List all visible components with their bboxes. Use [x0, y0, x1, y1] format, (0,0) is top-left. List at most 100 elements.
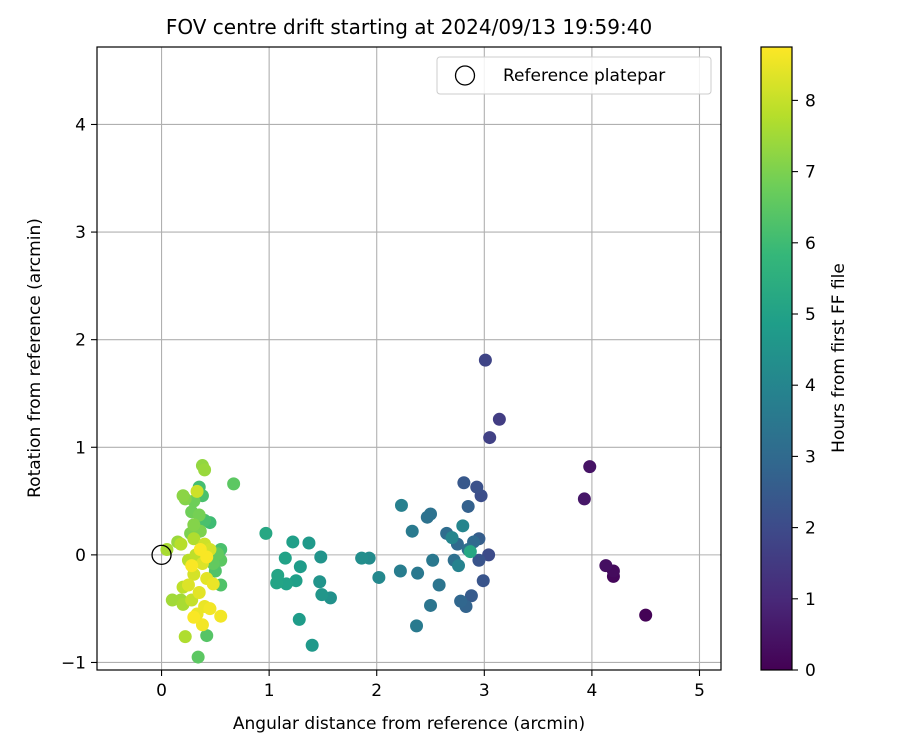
colorbar-tick-label: 3 [805, 447, 816, 467]
y-tick-label: 4 [75, 115, 86, 135]
colorbar-tick-label: 6 [805, 234, 816, 254]
x-tick-label: 3 [479, 681, 490, 701]
reference-platepar-marker [151, 544, 172, 566]
data-point [483, 431, 497, 445]
legend-marker-open-circle [454, 65, 476, 86]
x-tick-label: 4 [586, 681, 597, 701]
data-point [192, 586, 206, 600]
data-point [445, 531, 459, 545]
legend-label: Reference platepar [503, 66, 665, 86]
data-point [457, 476, 471, 490]
data-point [185, 559, 199, 573]
data-point [305, 638, 319, 652]
data-point [577, 492, 591, 506]
data-point [214, 609, 228, 623]
data-point [424, 598, 438, 612]
data-point [454, 594, 468, 608]
reference-marker [151, 544, 172, 566]
data-point [315, 588, 329, 602]
data-point [192, 508, 206, 522]
y-axis-ticks: −1 0 1 2 3 4 [61, 115, 97, 673]
y-tick-label: 2 [75, 331, 86, 351]
chart-title: FOV centre drift starting at 2024/09/13 … [166, 15, 652, 39]
data-point [456, 519, 470, 533]
y-tick-label: 0 [75, 546, 86, 566]
colorbar-ticks: 0 1 2 3 4 5 6 7 8 [792, 91, 816, 681]
data-point [181, 578, 195, 592]
x-axis-label: Angular distance from reference (arcmin) [233, 714, 585, 734]
x-tick-label: 2 [371, 681, 382, 701]
data-point [259, 526, 273, 540]
x-tick-label: 5 [694, 681, 705, 701]
data-point [187, 518, 201, 532]
data-point [206, 577, 220, 591]
data-point [355, 551, 369, 565]
data-point [203, 602, 217, 616]
colorbar-gradient [761, 47, 792, 670]
colorbar-tick-label: 0 [805, 661, 816, 681]
plot-frame [96, 46, 722, 671]
data-point [492, 412, 506, 426]
colorbar-tick-label: 1 [805, 590, 816, 610]
data-point [464, 589, 478, 603]
data-point [463, 545, 477, 559]
data-point [426, 553, 440, 567]
data-point [200, 629, 214, 643]
data-point [314, 550, 328, 564]
data-point [279, 577, 293, 591]
data-point [270, 576, 284, 590]
data-point [393, 564, 407, 578]
data-point [472, 553, 486, 567]
data-point [174, 537, 188, 551]
data-point [292, 612, 306, 626]
data-point [470, 480, 484, 494]
y-tick-label: −1 [61, 653, 86, 673]
y-tick-label: 1 [75, 438, 86, 458]
data-point [195, 618, 209, 632]
data-point [193, 542, 207, 556]
data-point [394, 498, 408, 512]
data-point [476, 574, 490, 588]
data-point [583, 460, 597, 474]
y-tick-label: 3 [75, 223, 86, 243]
colorbar-tick-label: 8 [805, 91, 816, 111]
data-point [482, 548, 496, 562]
legend: Reference platepar [436, 56, 712, 95]
y-axis-label: Rotation from reference (arcmin) [25, 218, 45, 498]
x-axis-ticks: 0 1 2 3 4 5 [156, 670, 705, 701]
colorbar-tick-label: 7 [805, 163, 816, 183]
x-tick-label: 1 [264, 681, 275, 701]
data-point [187, 532, 201, 546]
colorbar-label: Hours from first FF file [829, 263, 849, 453]
data-point [278, 551, 292, 565]
data-point [302, 536, 316, 550]
data-point [451, 559, 465, 573]
x-tick-label: 0 [156, 681, 167, 701]
data-point [178, 630, 192, 644]
colorbar-tick-label: 4 [805, 376, 816, 396]
colorbar-tick-label: 5 [805, 305, 816, 325]
data-point [405, 524, 419, 538]
data-point [227, 477, 241, 491]
grid [97, 47, 721, 670]
data-point [191, 650, 205, 664]
data-point [461, 499, 475, 513]
data-point [198, 463, 212, 477]
data-point [410, 619, 424, 633]
colorbar-tick-label: 2 [805, 519, 816, 539]
data-point [420, 510, 434, 524]
data-point [286, 535, 300, 549]
data-point [176, 489, 190, 503]
data-point [372, 570, 386, 584]
data-points [160, 353, 653, 664]
legend-box [436, 56, 712, 95]
data-point [190, 484, 204, 498]
data-point [293, 560, 307, 574]
data-point [187, 610, 201, 624]
data-point [313, 575, 327, 589]
data-point [432, 578, 446, 592]
colorbar: 0 1 2 3 4 5 6 7 8 Hours from first FF file [760, 46, 849, 681]
data-point [639, 608, 653, 622]
data-point [599, 559, 613, 573]
